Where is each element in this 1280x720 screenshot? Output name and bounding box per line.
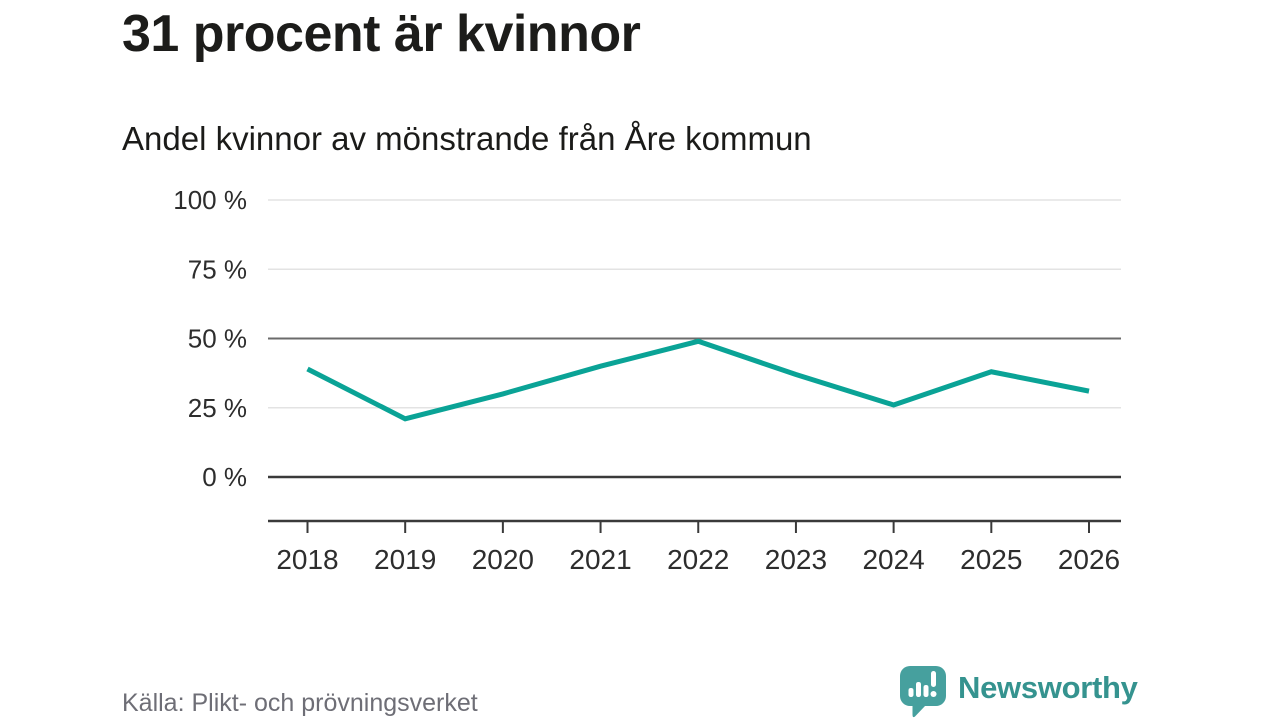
x-axis-tick-label: 2025 (960, 544, 1022, 575)
chart-subtitle: Andel kvinnor av mönstrande från Åre kom… (122, 120, 812, 157)
x-axis-tick-label: 2024 (862, 544, 924, 575)
source-note: Källa: Plikt- och prövningsverket (122, 689, 478, 717)
y-axis-tick-label: 50 % (188, 324, 247, 354)
page-title: 31 procent är kvinnor (122, 5, 641, 63)
newsworthy-logo-icon (900, 666, 946, 718)
x-axis-tick-label: 2021 (569, 544, 631, 575)
x-axis-tick-label: 2019 (374, 544, 436, 575)
data-line-andel-kvinnor-av-m-nstrande (306, 338, 1090, 422)
newsworthy-logo: Newsworthy (898, 664, 1138, 718)
y-axis-tick-label: 75 % (188, 254, 247, 284)
newsworthy-logo-text: Newsworthy (958, 670, 1138, 705)
speech-bubble-shape (900, 666, 946, 718)
x-axis-tick-label: 2018 (276, 544, 338, 575)
y-axis-tick-label: 100 % (173, 185, 247, 215)
x-axis-tick-label: 2020 (472, 544, 534, 575)
x-axis-tick-label: 2022 (667, 544, 729, 575)
x-axis-tick-label: 2026 (1058, 544, 1120, 575)
y-axis-tick-label: 0 % (202, 462, 247, 492)
y-axis-tick-label: 25 % (188, 393, 247, 423)
x-axis-tick-label: 2023 (765, 544, 827, 575)
bar-chart-glyph (908, 671, 937, 697)
